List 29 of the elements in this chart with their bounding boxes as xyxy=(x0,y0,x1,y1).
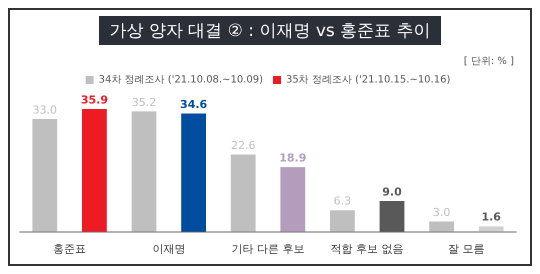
bar xyxy=(330,210,355,232)
text: [ 단위: % ] xyxy=(464,55,514,68)
bar xyxy=(181,113,206,232)
x-tick-label: 잘 모름 xyxy=(448,242,485,256)
data-label: 35.2 xyxy=(132,96,156,109)
bar xyxy=(280,167,306,232)
data-label: 34.6 xyxy=(180,98,208,111)
data-label: 3.0 xyxy=(432,206,450,219)
legend-label: 34차 정례조사 ('21.10.08.~10.09) xyxy=(98,74,264,86)
data-label: 18.9 xyxy=(279,152,306,165)
legend-label: 35차 정례조사 ('21.10.15.~10.16) xyxy=(286,74,450,86)
x-tick-label: 기타 다른 후보 xyxy=(232,242,304,256)
bar xyxy=(32,118,58,232)
x-tick-label: 이재명 xyxy=(152,242,186,256)
data-label: 6.3 xyxy=(334,194,352,208)
data-label: 35.9 xyxy=(80,93,108,106)
data-label: 1.6 xyxy=(481,210,502,224)
bar xyxy=(429,222,454,232)
bar xyxy=(132,111,156,232)
bar xyxy=(380,201,404,232)
data-label: 33.0 xyxy=(32,103,58,116)
bar xyxy=(82,109,107,232)
x-tick-label: 적합 후보 없음 xyxy=(330,242,404,256)
data-label: 9.0 xyxy=(382,185,402,198)
chart-title: 가상 양자 대결 ② : 이재명 vs 홍준표 추이 xyxy=(99,16,441,45)
data-label: 22.6 xyxy=(230,138,256,152)
x-tick-label: 홍준표 xyxy=(53,242,86,256)
bar xyxy=(478,226,504,232)
bar xyxy=(230,154,256,232)
